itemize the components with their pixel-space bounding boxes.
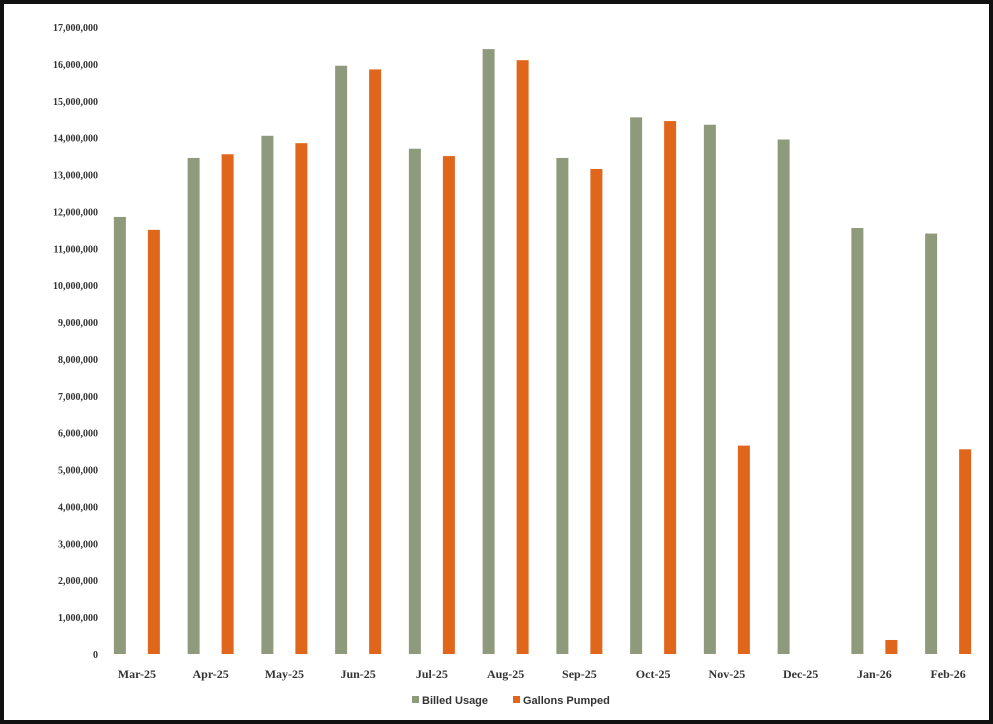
y-tick-label: 8,000,000: [58, 355, 98, 366]
y-tick-label: 7,000,000: [58, 392, 98, 403]
y-tick-label: 3,000,000: [58, 539, 98, 550]
y-tick-label: 2,000,000: [58, 576, 98, 587]
y-tick-label: 5,000,000: [58, 466, 98, 477]
bar-gallons-pumped-jun-25: [369, 69, 382, 655]
bar-gallons-pumped-apr-25: [221, 154, 234, 654]
bar-gallons-pumped-nov-25: [737, 445, 750, 654]
bar-billed-usage-nov-25: [703, 124, 716, 655]
bar-billed-usage-aug-25: [482, 49, 495, 655]
legend-swatch-gallons-pumped: [513, 696, 520, 703]
x-tick-label: May-25: [265, 667, 304, 681]
y-tick-label: 12,000,000: [53, 207, 98, 218]
y-tick-label: 13,000,000: [53, 171, 98, 182]
bar-gallons-pumped-aug-25: [516, 60, 529, 655]
x-tick-label: Mar-25: [118, 667, 156, 681]
bar-gallons-pumped-feb-26: [959, 449, 972, 654]
x-tick-label: Oct-25: [636, 667, 671, 681]
bar-billed-usage-mar-25: [113, 216, 126, 654]
x-tick-label: Aug-25: [487, 667, 524, 681]
bar-billed-usage-may-25: [261, 135, 274, 654]
bar-billed-usage-jan-26: [851, 228, 864, 654]
y-tick-label: 17,000,000: [53, 23, 98, 34]
bar-billed-usage-jul-25: [408, 148, 421, 654]
x-tick-label: Sep-25: [562, 667, 597, 681]
legend-swatch-billed-usage: [412, 696, 419, 703]
bar-billed-usage-sep-25: [556, 157, 569, 654]
y-tick-label: 14,000,000: [53, 134, 98, 145]
bar-gallons-pumped-jan-26: [885, 639, 898, 654]
bar-gallons-pumped-sep-25: [590, 168, 603, 654]
bar-billed-usage-dec-25: [777, 139, 790, 654]
legend-label: Billed Usage: [422, 695, 488, 707]
bar-gallons-pumped-may-25: [295, 143, 308, 654]
y-tick-label: 1,000,000: [58, 613, 98, 624]
bar-gallons-pumped-jul-25: [442, 156, 455, 654]
y-tick-label: 11,000,000: [54, 244, 98, 255]
y-tick-label: 6,000,000: [58, 429, 98, 440]
y-tick-label: 0: [93, 650, 98, 661]
bar-billed-usage-jun-25: [335, 65, 348, 655]
y-axis: 0 1,000,000 2,000,000 3,000,000 4,000,000 5,0…: [53, 23, 98, 661]
x-tick-label: Jul-25: [416, 667, 448, 681]
bar-billed-usage-oct-25: [630, 117, 643, 655]
bar-gallons-pumped-mar-25: [147, 229, 160, 654]
bar-billed-usage-feb-26: [925, 233, 938, 654]
bar-gallons-pumped-oct-25: [664, 121, 677, 655]
x-tick-label: Apr-25: [193, 667, 229, 681]
chart-bars: [113, 49, 972, 655]
y-tick-label: 9,000,000: [58, 318, 98, 329]
y-tick-label: 10,000,000: [53, 281, 98, 292]
x-tick-label: Jan-26: [857, 667, 892, 681]
y-tick-label: 16,000,000: [53, 60, 98, 71]
legend-label: Gallons Pumped: [523, 695, 610, 707]
y-tick-label: 15,000,000: [53, 97, 98, 108]
y-tick-label: 4,000,000: [58, 502, 98, 513]
x-tick-label: Nov-25: [709, 667, 746, 681]
bar-billed-usage-apr-25: [187, 157, 200, 654]
x-tick-label: Jun-25: [340, 667, 375, 681]
chart-legend: Billed Usage Gallons Pumped: [412, 695, 610, 707]
x-axis: Mar-25 Apr-25 May-25 Jun-25 Jul-25 Aug-25 Sep-…: [118, 667, 966, 681]
x-tick-label: Feb-26: [930, 667, 965, 681]
x-tick-label: Dec-25: [783, 667, 818, 681]
